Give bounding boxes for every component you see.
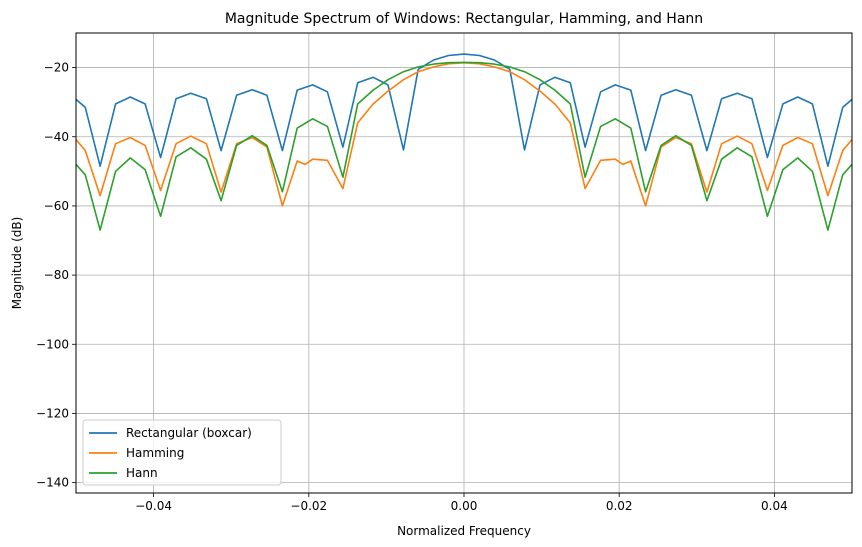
x-tick-label: 0.04 xyxy=(761,499,788,513)
grid-lines xyxy=(76,33,852,493)
x-axis-label: Normalized Frequency xyxy=(397,524,531,538)
axis-ticks: −0.04 −0.02 0.00 0.02 0.04 −20 −40 −60 −80 −100 −1… xyxy=(36,61,788,513)
legend-label-2: Hamming xyxy=(126,446,184,460)
x-tick-label: −0.02 xyxy=(290,499,327,513)
y-tick-label: −20 xyxy=(44,61,69,75)
x-tick-label: 0.00 xyxy=(451,499,478,513)
y-tick-label: −40 xyxy=(44,130,69,144)
y-tick-label: −120 xyxy=(36,406,69,420)
legend: Rectangular (boxcar) Hamming Hann xyxy=(82,419,282,486)
legend-label-1: Rectangular (boxcar) xyxy=(126,426,252,440)
legend-label-3: Hann xyxy=(126,466,158,480)
legend-box xyxy=(82,419,282,486)
x-tick-label: −0.04 xyxy=(135,499,172,513)
y-tick-label: −80 xyxy=(44,268,69,282)
y-tick-label: −140 xyxy=(36,476,69,490)
y-axis-label: Magnitude (dB) xyxy=(10,217,24,310)
series-line-3 xyxy=(76,61,852,231)
chart-title: Magnitude Spectrum of Windows: Rectangul… xyxy=(225,11,703,27)
series-lines xyxy=(76,53,852,231)
series-line-1 xyxy=(76,53,852,167)
y-tick-label: −100 xyxy=(36,337,69,351)
x-tick-label: 0.02 xyxy=(606,499,633,513)
y-tick-label: −60 xyxy=(44,199,69,213)
